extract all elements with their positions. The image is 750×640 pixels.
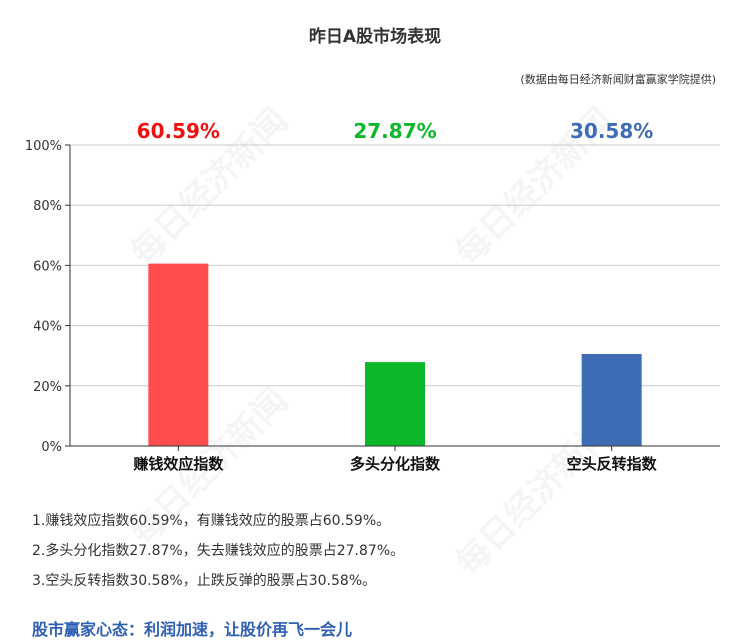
- x-tick-label: 赚钱效应指数: [132, 455, 224, 473]
- y-tick-label: 0%: [41, 440, 62, 455]
- note-item: 2.多头分化指数27.87%，失去赚钱效应的股票占27.87%。: [32, 543, 405, 559]
- note-item: 1.赚钱效应指数60.59%，有赚钱效应的股票占60.59%。: [32, 513, 391, 529]
- y-tick-label: 80%: [33, 199, 62, 214]
- y-tick-label: 20%: [33, 380, 62, 395]
- y-tick-label: 40%: [33, 320, 62, 335]
- y-tick-label: 100%: [25, 139, 62, 154]
- bar: [148, 263, 209, 446]
- bar: [365, 362, 425, 446]
- data-label: 27.87%: [353, 119, 436, 143]
- notes-list: 1.赚钱效应指数60.59%，有赚钱效应的股票占60.59%。 2.多头分化指数…: [32, 512, 404, 602]
- y-tick-label: 60%: [33, 259, 62, 274]
- bar-chart: 0% 20% 40% 60% 80% 100% 赚钱效应指数 60.59% 多头分化指数 27.…: [25, 119, 720, 473]
- bar: [581, 353, 642, 446]
- market-slogan: 股市赢家心态：利润加速，让股价再飞一会儿: [32, 620, 353, 639]
- x-tick-label: 多头分化指数: [350, 455, 441, 473]
- data-label: 30.58%: [570, 119, 653, 143]
- x-tick-label: 空头反转指数: [567, 455, 658, 473]
- chart-title: 昨日A股市场表现: [308, 27, 442, 47]
- data-source-note: (数据由每日经济新闻财富赢家学院提供): [520, 73, 716, 86]
- note-item: 3.空头反转指数30.58%，止跌反弹的股票占30.58%。: [32, 573, 377, 589]
- data-label: 60.59%: [137, 119, 220, 143]
